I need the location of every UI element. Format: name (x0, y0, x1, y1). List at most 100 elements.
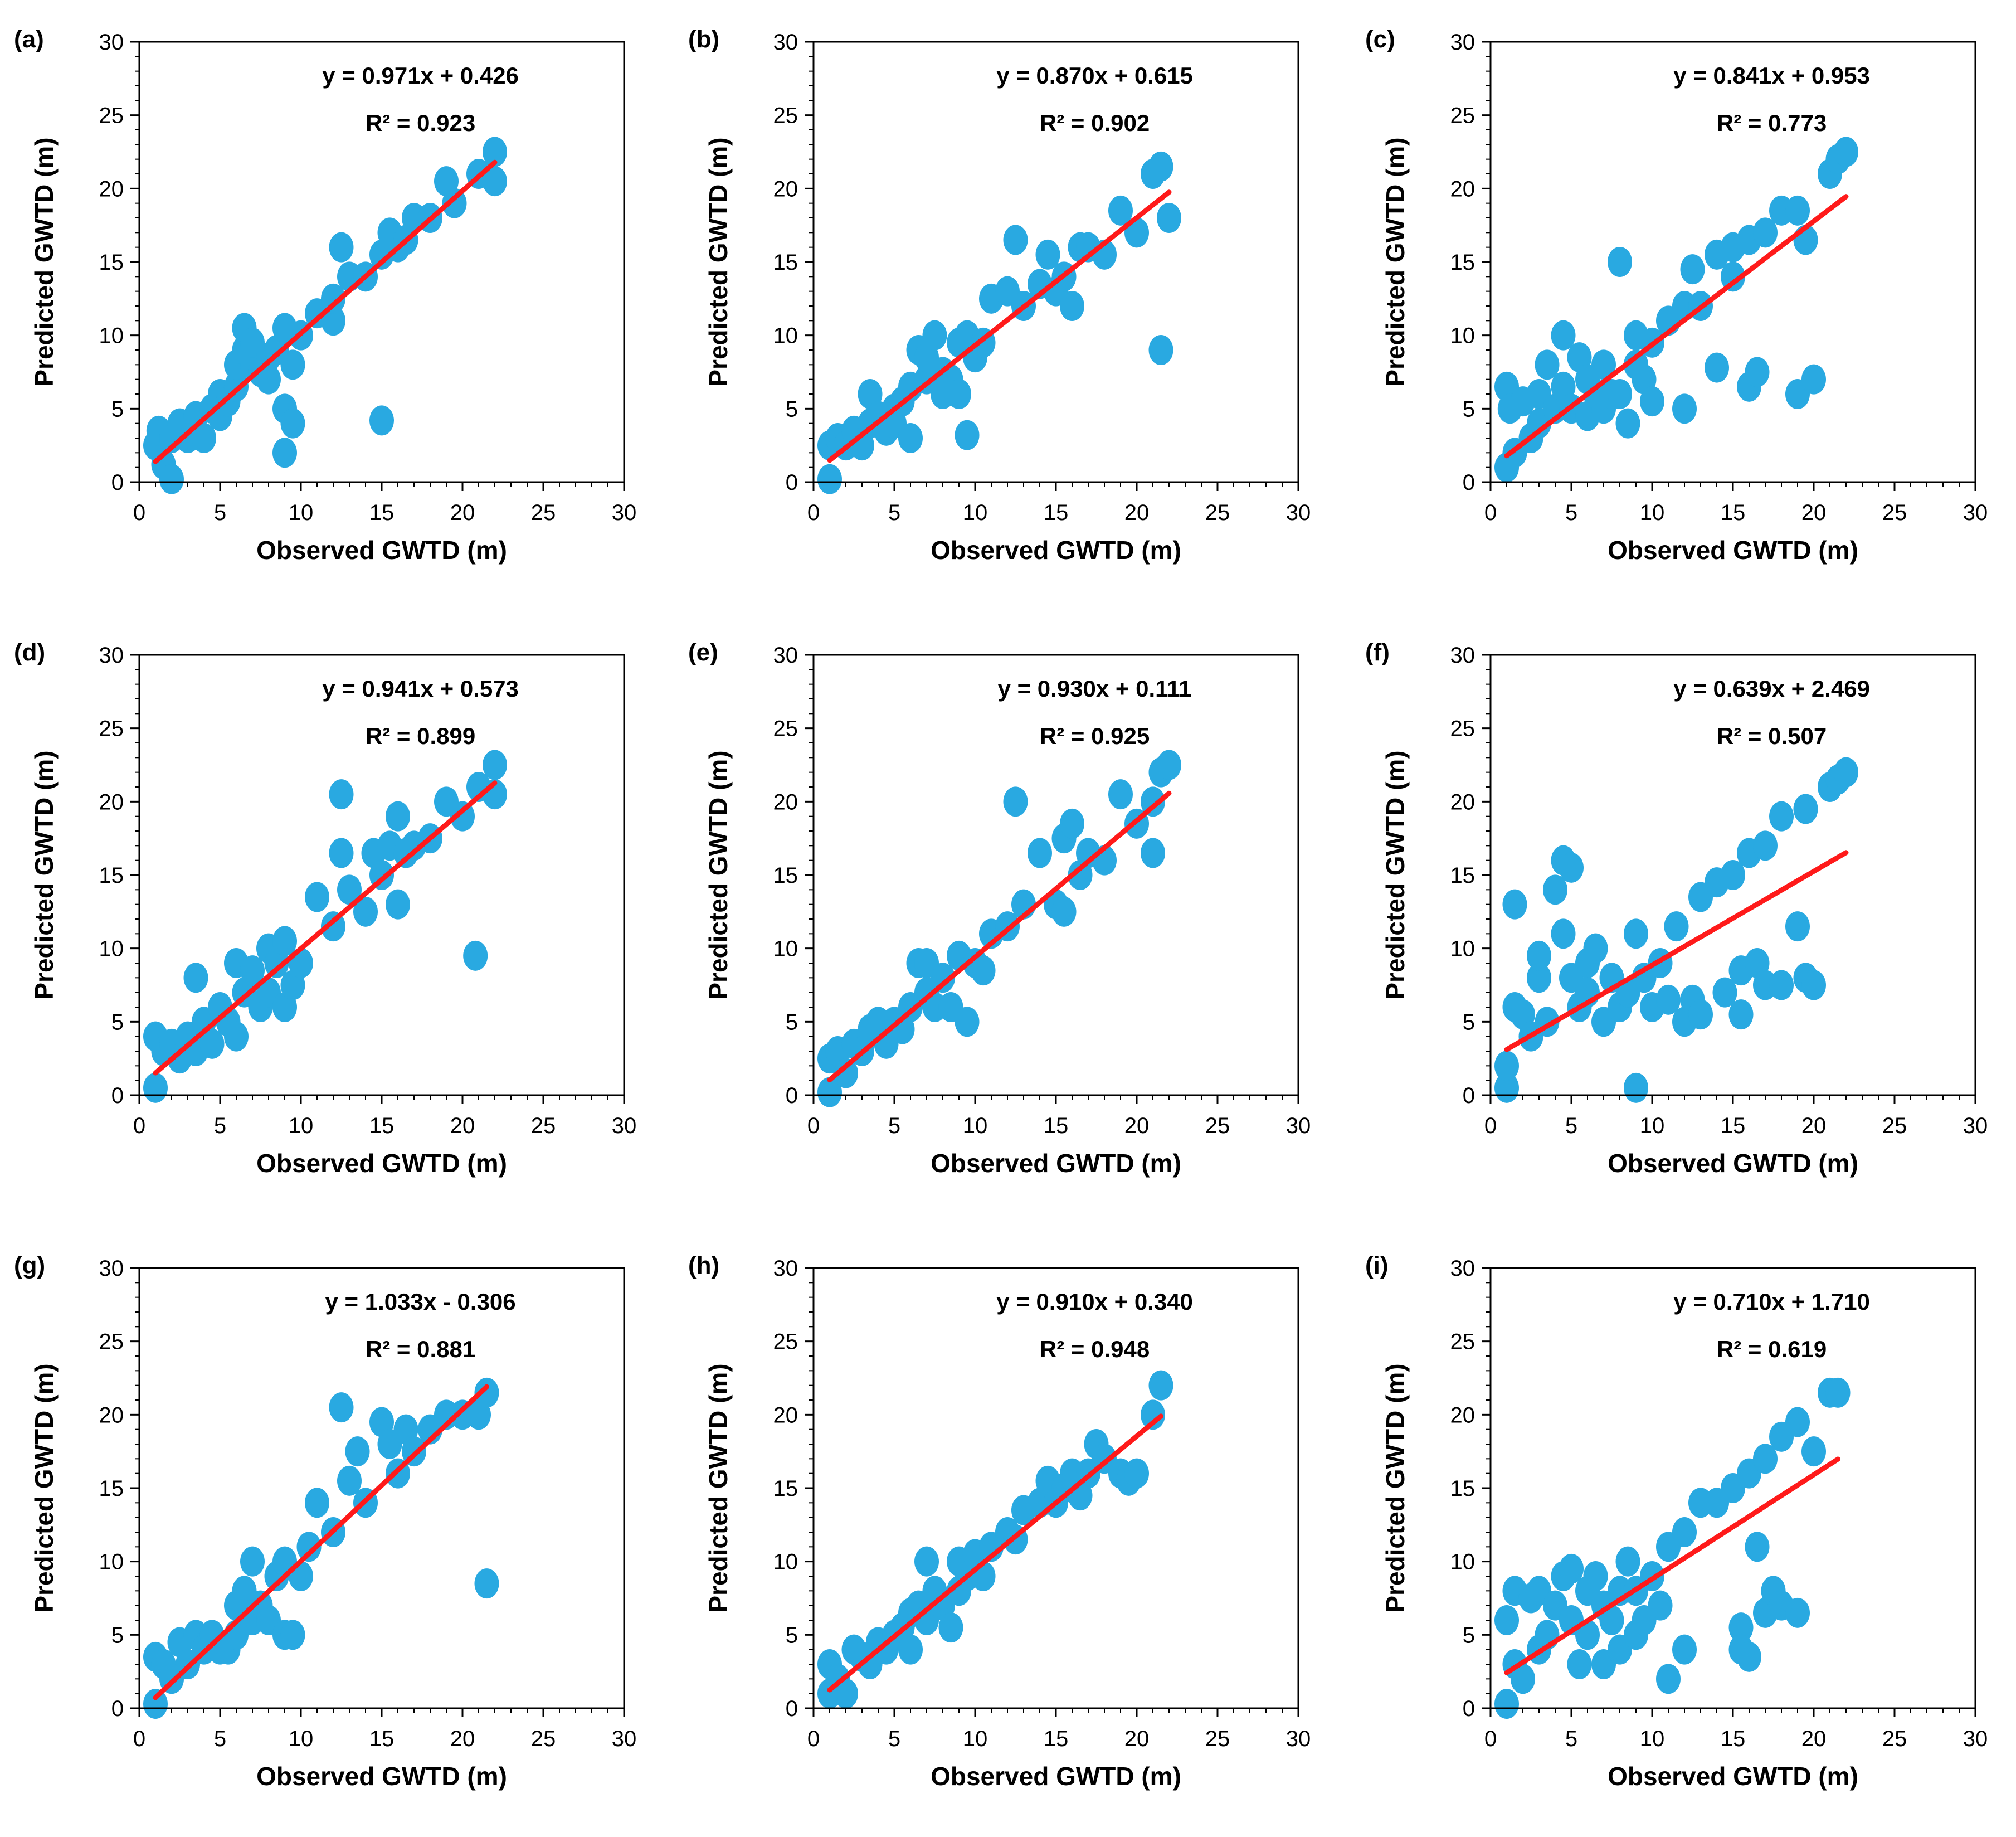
y-tick-label: 10 (99, 324, 124, 348)
x-tick-label: 0 (807, 1727, 820, 1751)
x-tick-label: 20 (1124, 500, 1150, 525)
x-tick-label: 25 (1205, 1727, 1230, 1751)
scatter-point (1148, 151, 1173, 182)
scatter-point (1745, 1532, 1770, 1562)
x-axis-title: Observed GWTD (m) (1608, 1762, 1858, 1791)
scatter-point (1559, 1553, 1584, 1584)
regression-line (153, 1384, 489, 1700)
scatter-point (1793, 794, 1818, 824)
scatter-point (450, 801, 475, 832)
scatter-points (817, 1370, 1173, 1709)
x-tick-label: 5 (214, 1727, 226, 1751)
y-tick-label: 25 (773, 717, 798, 741)
scatter-point (143, 1072, 168, 1103)
y-tick-label: 0 (111, 470, 124, 495)
x-tick-label: 5 (1565, 500, 1577, 525)
regression-equation: y = 0.639x + 2.469 (1673, 675, 1870, 702)
y-tick-label: 5 (111, 397, 124, 421)
scatter-point (1551, 320, 1576, 351)
x-tick-label: 30 (1963, 1727, 1988, 1751)
scatter-point (305, 882, 329, 912)
x-tick-label: 20 (450, 500, 475, 525)
scatter-point (817, 1077, 842, 1107)
y-tick-label: 0 (786, 470, 798, 495)
x-tick-label: 20 (1124, 1727, 1150, 1751)
scatter-points (143, 1377, 499, 1719)
scatter-point (1148, 335, 1173, 365)
scatter-point (329, 1392, 354, 1423)
scatter-point (1060, 808, 1084, 839)
scatter-points (143, 137, 507, 494)
scatter-point (1737, 1641, 1761, 1672)
scatter-point (1753, 830, 1778, 861)
plot-frame (138, 41, 625, 483)
x-axis-title: Observed GWTD (m) (1608, 1149, 1858, 1178)
scatter-point (272, 438, 297, 468)
x-tick-label: 0 (1484, 1114, 1497, 1138)
scatter-point (1624, 918, 1648, 949)
regression-line (827, 189, 1172, 463)
x-tick-label: 15 (1721, 500, 1746, 525)
x-tick-label: 0 (1484, 500, 1497, 525)
scatter-point (463, 940, 488, 971)
x-tick-label: 0 (1484, 1727, 1497, 1751)
scatter-point (1664, 911, 1689, 942)
scatter-point (1801, 364, 1826, 395)
x-tick-label: 10 (289, 500, 314, 525)
scatter-point (280, 1620, 305, 1650)
scatter-point (386, 889, 410, 920)
scatter-point (1705, 352, 1729, 383)
scatter-point (1599, 1605, 1624, 1635)
plot-frame (1489, 1267, 1976, 1709)
scatter-point (280, 349, 305, 380)
x-tick-label: 5 (214, 1114, 226, 1138)
scatter-point (955, 1007, 980, 1037)
x-axis-title: Observed GWTD (m) (256, 536, 507, 565)
scatter-point (1535, 349, 1560, 380)
x-tick-label: 30 (612, 500, 637, 525)
scatter-point (1551, 918, 1576, 949)
scatter-point (1559, 852, 1584, 883)
scatter-point (947, 379, 971, 409)
y-tick-label: 0 (111, 1697, 124, 1721)
scatter-point (1672, 393, 1697, 424)
regression-equation: y = 0.710x + 1.710 (1673, 1289, 1870, 1315)
x-tick-label: 10 (289, 1114, 314, 1138)
regression-equation: y = 0.971x + 0.426 (322, 62, 519, 89)
y-tick-label: 5 (1463, 1010, 1475, 1034)
y-tick-label: 0 (786, 1083, 798, 1108)
scatter-point (1108, 195, 1133, 226)
scatter-panel: (i) 0 5 10 15 20 25 30 0 5 10 15 20 25 30 y = 0.710x + … (1365, 1252, 1988, 1791)
scatter-point (1494, 1605, 1519, 1635)
scatter-point (1785, 911, 1810, 942)
scatter-point (1051, 896, 1077, 927)
scatter-point (1785, 1597, 1810, 1628)
scatter-point (914, 1546, 939, 1577)
scatter-point (483, 137, 507, 167)
panel-letter: (g) (14, 1252, 45, 1279)
x-tick-label: 10 (963, 1114, 988, 1138)
scatter-point (1108, 779, 1133, 810)
scatter-point (1124, 1458, 1149, 1489)
x-tick-label: 0 (807, 500, 820, 525)
scatter-point (353, 896, 378, 927)
x-tick-label: 10 (1640, 1114, 1665, 1138)
scatter-points (817, 151, 1181, 494)
scatter-panel: (e) 0 5 10 15 20 25 30 0 5 10 15 20 25 30 y = 0.930x + … (688, 639, 1311, 1178)
scatter-point (1656, 984, 1681, 1015)
scatter-point (272, 926, 297, 956)
scatter-point (1753, 1444, 1778, 1474)
scatter-panel: (a) 0 5 10 15 20 25 30 0 5 10 15 20 25 30 y = 0.971x + … (14, 26, 636, 565)
y-tick-label: 15 (773, 1476, 798, 1501)
x-tick-label: 25 (1882, 500, 1907, 525)
x-axis-title: Observed GWTD (m) (931, 536, 1181, 565)
y-tick-label: 30 (773, 30, 798, 55)
y-tick-label: 10 (773, 937, 798, 961)
plot-frame (1489, 41, 1976, 483)
scatter-point (474, 1568, 499, 1599)
scatter-point (1672, 1634, 1697, 1665)
y-tick-label: 30 (99, 643, 124, 668)
y-tick-label: 10 (1450, 937, 1476, 961)
y-tick-label: 30 (1450, 643, 1476, 668)
scatter-point (337, 1465, 362, 1496)
